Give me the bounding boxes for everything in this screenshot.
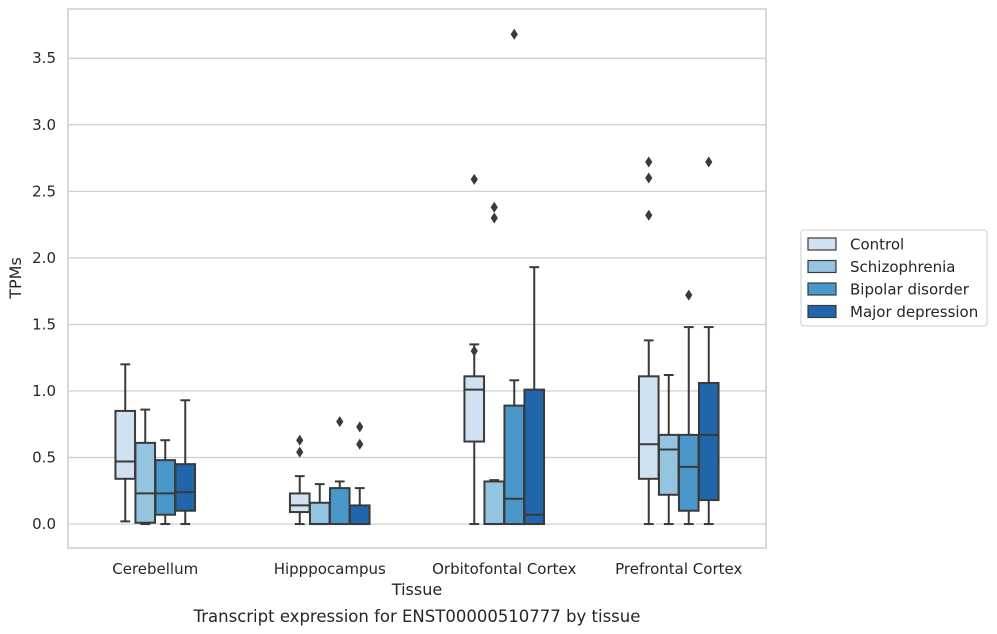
- outlier-point: [510, 28, 518, 40]
- box-major-depression-orbitofontal-cortex: [523, 266, 546, 526]
- box-control-hipppocampus: [288, 434, 311, 526]
- box-schizophrenia-prefrontal-cortex: [657, 373, 680, 526]
- legend-frame: [800, 229, 988, 327]
- y-tick-label: 0.0: [32, 515, 56, 533]
- box-iqr: [637, 375, 660, 480]
- legend: Control Schizophrenia Bipolar disorder Majo…: [800, 229, 988, 327]
- box-iqr: [697, 381, 720, 502]
- outlier-point: [705, 156, 713, 168]
- y-axis-label: TPMs: [6, 257, 25, 300]
- outlier-point: [490, 212, 498, 224]
- box-control-cerebellum: [114, 363, 137, 523]
- y-tick-labels: 0.0 0.5 1.0 1.5 2.0 2.5 3.0 3.5: [32, 49, 56, 533]
- y-tick-label: 2.0: [32, 249, 56, 267]
- legend-label: Schizophrenia: [850, 258, 955, 276]
- legend-label: Control: [850, 236, 904, 254]
- x-tick-label: Prefrontal Cortex: [615, 560, 742, 578]
- legend-swatch: [807, 304, 837, 319]
- box-groups: [114, 28, 720, 526]
- box-iqr: [463, 375, 486, 443]
- box-iqr: [503, 404, 526, 526]
- outlier-point: [336, 416, 344, 428]
- box-bipolar-disorder-orbitofontal-cortex: [503, 28, 526, 526]
- outlier-point: [645, 209, 653, 221]
- outlier-point: [645, 172, 653, 184]
- y-tick-label: 3.5: [32, 49, 56, 67]
- box-schizophrenia-hipppocampus: [308, 483, 331, 526]
- x-axis-label: Tissue: [391, 580, 442, 599]
- box-major-depression-cerebellum: [174, 399, 197, 526]
- y-tick-label: 1.0: [32, 382, 56, 400]
- box-iqr: [523, 388, 546, 526]
- box-iqr: [154, 459, 177, 516]
- box-iqr: [308, 501, 331, 526]
- legend-swatch: [807, 282, 837, 296]
- box-control-prefrontal-cortex: [637, 156, 660, 526]
- outlier-point: [296, 446, 304, 458]
- box-iqr: [677, 433, 700, 512]
- box-major-depression-hipppocampus: [348, 421, 371, 526]
- y-tick-label: 3.0: [32, 116, 56, 134]
- x-tick-label: Cerebellum: [112, 560, 198, 578]
- x-tick-label: Hipppocampus: [274, 560, 386, 578]
- legend-swatch: [807, 237, 837, 251]
- outlier-point: [296, 434, 304, 446]
- y-tick-label: 2.5: [32, 182, 56, 200]
- chart-caption: Transcript expression for ENST0000051077…: [193, 607, 641, 626]
- legend-label: Major depression: [850, 303, 978, 321]
- outlier-point: [356, 421, 364, 433]
- box-control-orbitofontal-cortex: [463, 173, 486, 526]
- outlier-point: [470, 173, 478, 185]
- box-bipolar-disorder-hipppocampus: [328, 416, 351, 526]
- box-iqr: [348, 504, 371, 526]
- x-tick-label: Orbitofontal Cortex: [432, 560, 576, 578]
- plot-frame: [67, 8, 767, 549]
- box-iqr: [328, 487, 351, 526]
- box-iqr: [134, 441, 157, 524]
- outlier-point: [685, 289, 693, 301]
- box-iqr: [483, 480, 506, 526]
- x-tick-labels: Cerebellum Hipppocampus Orbitofontal Corte…: [112, 560, 742, 578]
- legend-label: Bipolar disorder: [850, 281, 970, 299]
- box-iqr: [657, 433, 680, 496]
- box-bipolar-disorder-cerebellum: [154, 439, 177, 526]
- outlier-point: [490, 201, 498, 213]
- outlier-point: [470, 345, 478, 357]
- legend-swatch: [807, 259, 837, 274]
- outlier-point: [645, 156, 653, 168]
- box-iqr: [288, 492, 311, 514]
- box-schizophrenia-orbitofontal-cortex: [483, 201, 506, 526]
- outlier-point: [356, 438, 364, 450]
- box-major-depression-prefrontal-cortex: [697, 156, 720, 526]
- box-iqr: [174, 463, 197, 512]
- box-iqr: [114, 409, 137, 480]
- y-tick-label: 0.5: [32, 449, 56, 467]
- y-tick-label: 1.5: [32, 315, 56, 333]
